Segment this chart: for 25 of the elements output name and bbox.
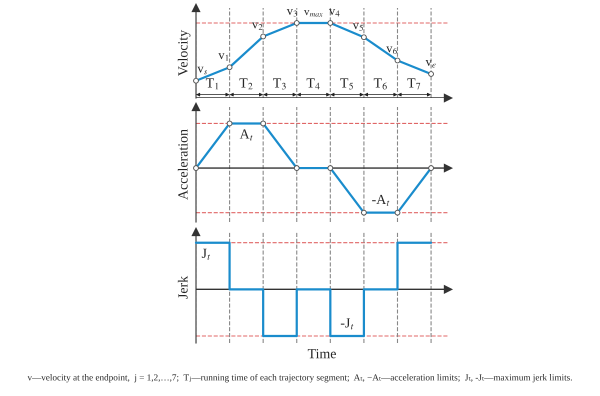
text: v$_{4}$ xyxy=(328,9,340,16)
annotation: -A$_{t}$ xyxy=(372,194,390,206)
annotation: v$_{2}$ xyxy=(252,22,263,30)
annotation: v$_{5}$ xyxy=(352,23,363,31)
annotation: T$_{6}$ xyxy=(374,78,387,90)
annotation: v$_{e}$ xyxy=(426,60,436,68)
annotation: -J$_{t}$ xyxy=(340,318,354,330)
x-axis-title: Time xyxy=(308,348,336,358)
annotation: J$_{t}$ xyxy=(202,248,210,260)
text: v$_{3}$ xyxy=(286,9,297,17)
annotation: T$_{1}$ xyxy=(206,78,218,90)
y-axis-title: Acceleration xyxy=(178,129,188,200)
annotation: v$_{s}$ xyxy=(197,66,208,74)
annotation: T$_{2}$ xyxy=(239,78,253,90)
y-axis-title: Jerk xyxy=(178,276,188,299)
annotation: v$_{1}$ xyxy=(218,53,228,61)
annotation: T$_{3}$ xyxy=(273,78,286,90)
annotation: A$_{t}$ xyxy=(240,129,253,140)
annotation: T$_{5}$ xyxy=(340,78,353,90)
annotation: T$_{7}$ xyxy=(407,78,420,90)
annotation: T$_{4}$ xyxy=(306,78,320,90)
text: v$_{max}$ xyxy=(304,10,323,17)
y-axis-title: Velocity xyxy=(178,30,190,76)
text: v—velocity at the endpoint, j = 1,2,…,7; Tⱼ—running time of each trajectory segment; Aₜ, −Aₜ—acceleration limits; Jₜ, -Jₜ—maximum jerk limits. xyxy=(27,374,572,382)
annotation: v$_{6}$ xyxy=(386,46,397,54)
